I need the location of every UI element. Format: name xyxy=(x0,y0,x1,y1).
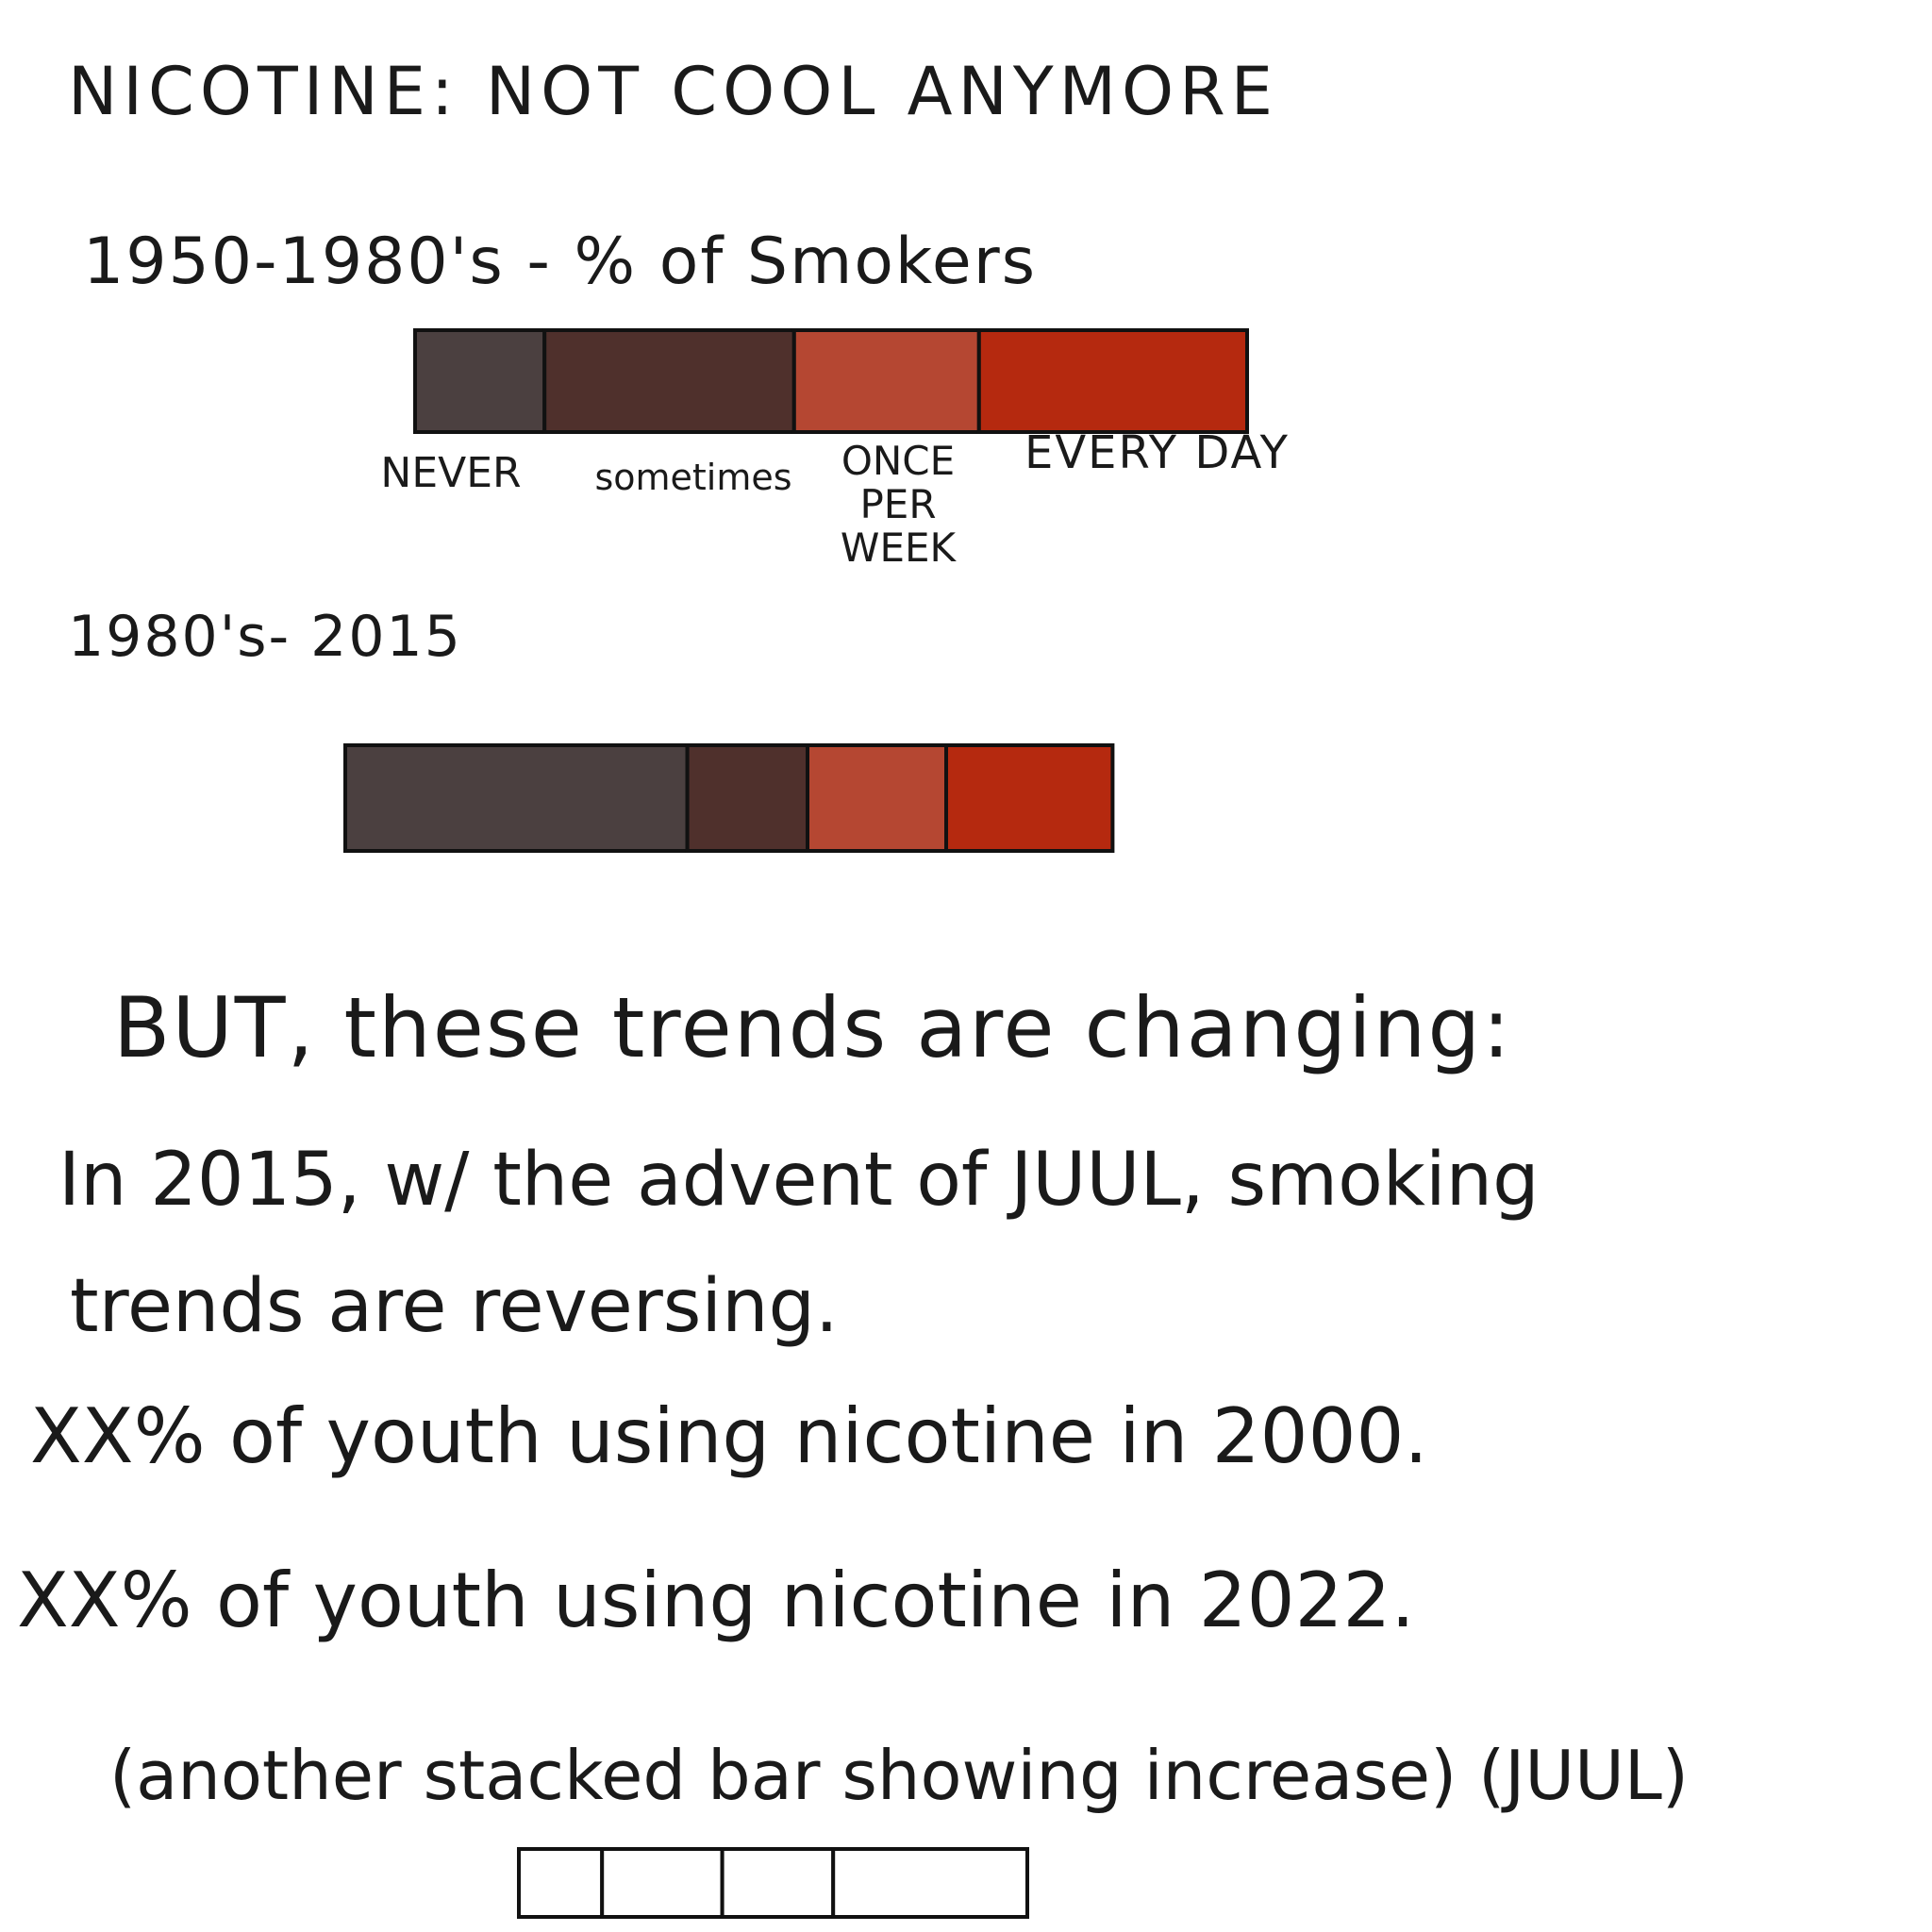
chart-1-label-once-per-week: ONCE PER WEEK xyxy=(840,438,957,572)
chart-1-segment-4 xyxy=(976,328,1250,434)
chart-2-segment-3 xyxy=(806,743,948,853)
trends-changing-heading: BUT, these trends are changing: xyxy=(113,979,1512,1076)
chart-2-segment-4 xyxy=(944,743,1115,853)
chart-3-segment-1 xyxy=(517,1847,605,1919)
chart-1-title: 1950-1980's - % of Smokers xyxy=(83,225,1038,299)
chart-3-segment-2 xyxy=(600,1847,724,1919)
chart-2-segment-1 xyxy=(343,743,690,853)
chart-2-title: 1980's- 2015 xyxy=(68,604,462,670)
chart-1-label-every-day: EVERY DAY xyxy=(1024,426,1290,479)
another-bar-note: (another stacked bar showing increase) (… xyxy=(109,1736,1689,1815)
chart-1-segment-1 xyxy=(413,328,547,434)
youth-2000-text: XX% of youth using nicotine in 2000. xyxy=(30,1392,1428,1480)
chart-3-segment-3 xyxy=(720,1847,836,1919)
chart-1-label-sometimes: sometimes xyxy=(594,457,792,498)
chart-1-label-never: NEVER xyxy=(380,449,522,497)
juul-text-line-2: trends are reversing. xyxy=(70,1264,839,1349)
page-title: NICOTINE: NOT COOL ANYMORE xyxy=(68,53,1278,130)
chart-3-segment-4 xyxy=(831,1847,1030,1919)
juul-text-line-1: In 2015, w/ the advent of JUUL, smoking xyxy=(58,1138,1540,1223)
youth-2022-text: XX% of youth using nicotine in 2022. xyxy=(17,1557,1415,1644)
